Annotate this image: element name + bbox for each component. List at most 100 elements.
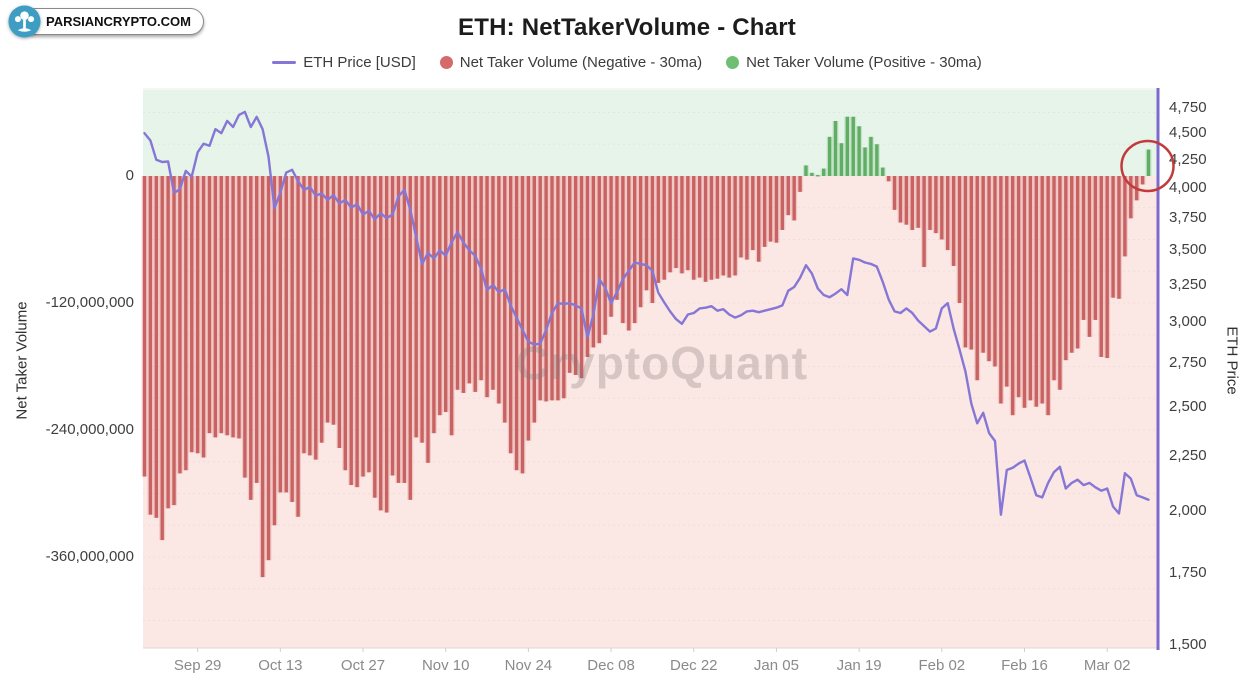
volume-bar xyxy=(745,176,749,260)
volume-bar xyxy=(491,176,495,390)
volume-bar xyxy=(148,176,153,515)
volume-bar xyxy=(798,176,802,192)
line-marker-icon xyxy=(272,61,297,64)
volume-bar xyxy=(1111,176,1115,298)
volume-bar xyxy=(662,176,666,280)
volume-bar xyxy=(804,165,808,176)
volume-bar xyxy=(166,176,170,509)
volume-bar xyxy=(1052,176,1056,381)
volume-bar xyxy=(632,176,637,324)
volume-bar xyxy=(1010,176,1015,416)
volume-bar xyxy=(786,176,790,216)
volume-bar xyxy=(160,176,164,541)
red-dot-icon xyxy=(439,56,453,69)
volume-bar xyxy=(792,176,796,221)
x-tick-label: Feb 16 xyxy=(1001,657,1048,674)
volume-bar xyxy=(751,176,755,251)
parsiancrypto-logo[interactable]: PARSIANCRYPTO.COM xyxy=(8,5,204,38)
volume-bar xyxy=(821,168,826,176)
right-axis-tick-label: 2,750 xyxy=(1169,353,1207,371)
volume-bar xyxy=(361,176,365,477)
volume-bar xyxy=(154,176,159,518)
volume-bar xyxy=(1075,176,1080,349)
volume-bar xyxy=(1046,176,1050,416)
volume-bar xyxy=(461,176,466,393)
volume-bar xyxy=(975,176,979,381)
volume-bar xyxy=(331,176,336,425)
volume-bar xyxy=(296,176,300,517)
volume-bar xyxy=(1123,176,1127,257)
volume-bar xyxy=(408,176,412,500)
volume-bar xyxy=(544,176,548,402)
volume-bar xyxy=(733,176,737,276)
volume-bar xyxy=(656,176,661,283)
volume-bar xyxy=(467,176,472,384)
right-axis-tick-label: 3,000 xyxy=(1169,313,1207,331)
right-axis-tick-label: 2,250 xyxy=(1169,447,1207,465)
volume-bar xyxy=(638,176,643,308)
x-tick-label: Feb 02 xyxy=(918,657,966,674)
right-axis-line xyxy=(1156,88,1160,650)
volume-bar xyxy=(1099,176,1103,357)
legend-item-positive-volume[interactable]: Net Taker Volume (Positive - 30ma) xyxy=(726,54,982,71)
volume-bar xyxy=(349,176,353,486)
volume-bar xyxy=(455,176,460,390)
volume-bar xyxy=(609,176,613,317)
volume-bar xyxy=(780,176,785,230)
legend-item-eth-price[interactable]: ETH Price [USD] xyxy=(272,54,416,71)
volume-bar xyxy=(934,176,938,234)
x-tick-label: Oct 27 xyxy=(340,657,386,674)
volume-bar xyxy=(615,176,619,300)
volume-bar xyxy=(532,176,536,423)
logo-text: PARSIANCRYPTO.COM xyxy=(22,8,204,35)
right-axis-tick-label: 1,750 xyxy=(1169,564,1207,582)
volume-bar xyxy=(715,176,720,279)
volume-bar xyxy=(260,176,265,578)
volume-bar xyxy=(178,176,182,474)
volume-bar xyxy=(739,176,743,258)
legend-label: Net Taker Volume (Negative - 30ma) xyxy=(459,54,703,71)
x-tick-label: Jan 05 xyxy=(753,657,799,674)
volume-bar xyxy=(579,176,584,379)
volume-bar xyxy=(999,176,1003,404)
volume-bar xyxy=(692,176,696,280)
volume-bar xyxy=(857,126,861,176)
volume-bar xyxy=(508,176,513,454)
volume-bar xyxy=(597,176,601,344)
volume-bar xyxy=(373,176,377,498)
volume-bar xyxy=(981,176,985,353)
x-tick-label: Jan 19 xyxy=(836,657,882,674)
volume-bar xyxy=(207,176,212,434)
legend-item-negative-volume[interactable]: Net Taker Volume (Negative - 30ma) xyxy=(439,54,703,71)
x-axis-ticks xyxy=(197,648,1108,652)
x-tick-label: Nov 10 xyxy=(421,657,470,674)
legend: ETH Price [USD] Net Taker Volume (Negati… xyxy=(0,54,1254,71)
volume-bar xyxy=(650,176,655,303)
volume-bar xyxy=(243,176,247,478)
volume-bar xyxy=(497,176,501,404)
volume-bar xyxy=(473,176,477,392)
page-title: ETH: NetTakerVolume - Chart xyxy=(458,14,796,41)
volume-bar xyxy=(284,176,288,493)
right-axis-tick-label: 4,500 xyxy=(1169,124,1207,142)
volume-bar xyxy=(503,176,507,423)
volume-bar xyxy=(816,174,820,177)
volume-bar xyxy=(886,176,891,182)
positive-region-band xyxy=(143,90,1158,176)
x-tick-label: Sep 29 xyxy=(173,657,222,674)
volume-bar xyxy=(969,176,974,350)
volume-bar xyxy=(993,176,997,367)
volume-bar xyxy=(916,176,920,228)
volume-bar xyxy=(237,176,241,439)
left-axis-tick-label: 0 xyxy=(125,167,134,184)
volume-bar xyxy=(184,176,188,471)
volume-bar xyxy=(479,176,483,381)
x-tick-label: Mar 02 xyxy=(1083,657,1131,674)
volume-bar xyxy=(709,176,714,280)
volume-bar xyxy=(757,176,761,262)
volume-bar xyxy=(550,176,554,401)
volume-bar xyxy=(898,176,903,223)
volume-bar xyxy=(585,176,590,357)
volume-bar xyxy=(396,176,401,483)
volume-bar xyxy=(946,176,950,251)
